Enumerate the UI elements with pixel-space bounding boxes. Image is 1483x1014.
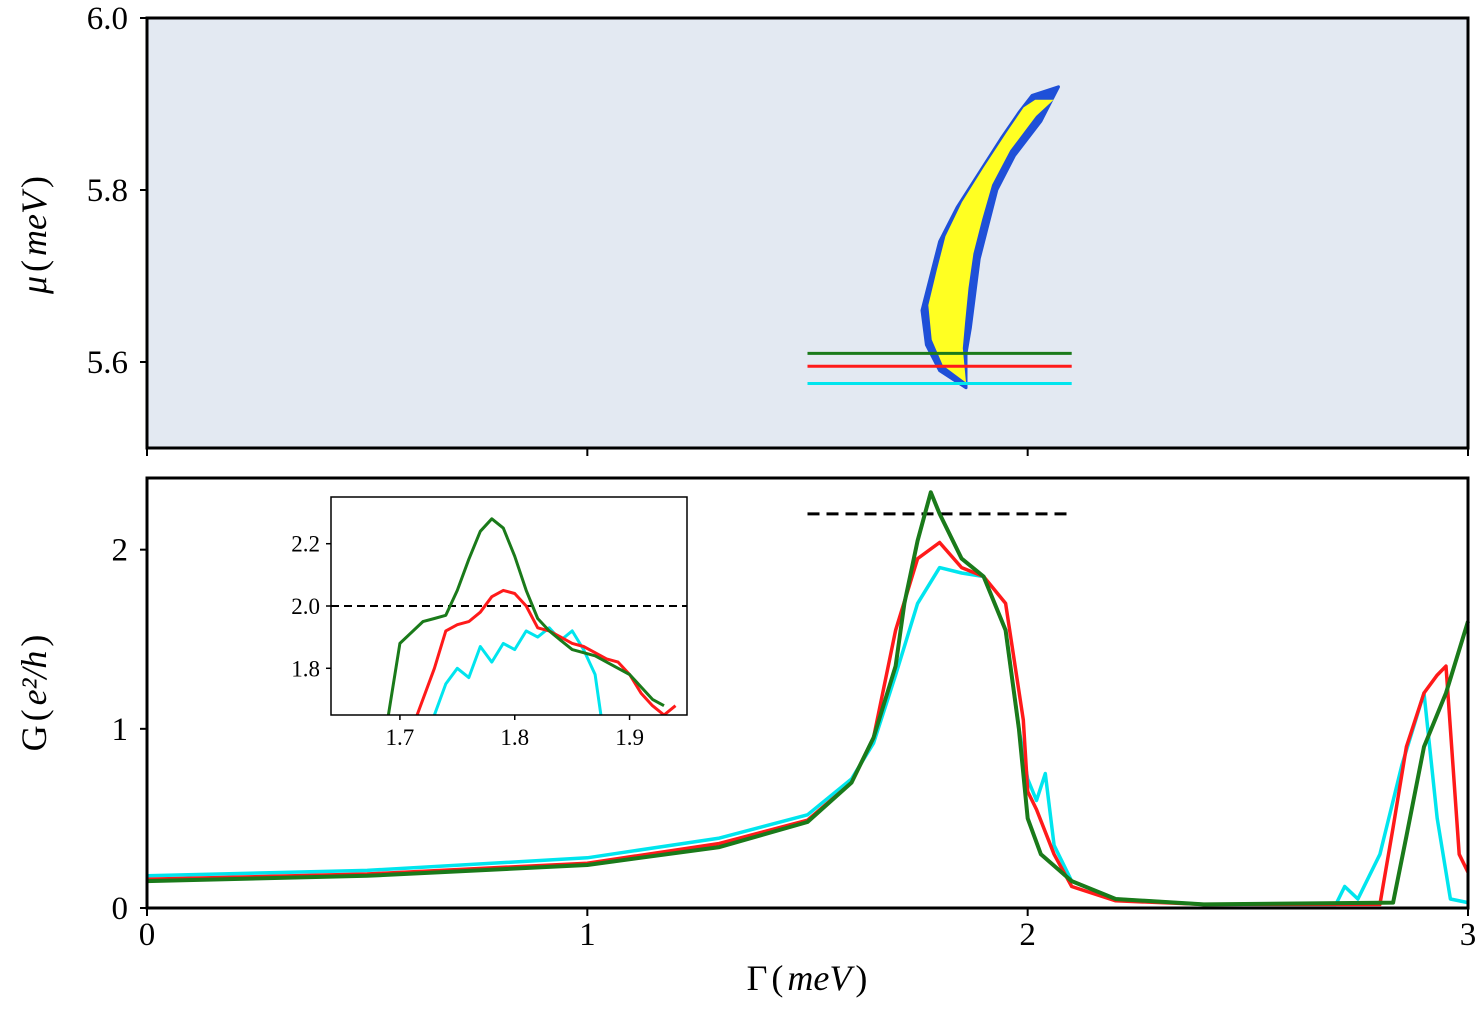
top-plot-area	[147, 18, 1468, 448]
bottom-x-ticks: 0 1 2 3	[139, 908, 1477, 953]
bottom-y-tick-label: 1	[112, 712, 129, 748]
inset-x-tick-label: 1.8	[500, 725, 529, 750]
mu-unit-open: (	[14, 260, 54, 272]
top-frame	[145, 16, 1470, 450]
top-panel: 5.6 5.8 6.0 μ ( meV )	[14, 1, 1470, 456]
g-unit-close: )	[14, 635, 54, 647]
inset-x-tick-label: 1.9	[615, 725, 644, 750]
series-green	[146, 490, 1470, 907]
top-y-tick-label: 5.8	[87, 173, 128, 209]
inset-y-tick-label: 2.0	[291, 594, 320, 619]
gamma-unit: meV	[787, 958, 855, 998]
g-symbol: G	[14, 725, 54, 751]
mu-unit: meV	[14, 188, 54, 256]
top-y-ticks: 5.6 5.8 6.0	[87, 1, 147, 381]
inset-series-green	[386, 517, 665, 715]
inset-x-ticks: 1.7 1.8 1.9	[386, 715, 644, 750]
yellow-region	[928, 99, 1054, 383]
top-y-tick-label: 6.0	[87, 1, 128, 37]
top-y-axis-label: μ ( meV )	[14, 176, 54, 295]
bottom-y-tick-label: 0	[112, 891, 129, 927]
series-cyan	[146, 565, 1469, 907]
bottom-panel: 0 1 2 0 1 2 3 G ( e²/h ) Γ ( meV ) 1.8 2.0 2.2 …	[14, 476, 1477, 998]
bottom-y-axis-label: G ( e²/h )	[14, 635, 54, 752]
g-unit: e²/h	[14, 651, 54, 706]
inset-y-tick-label: 1.8	[291, 656, 320, 681]
inset-x-tick-label: 1.7	[386, 725, 415, 750]
inset-series	[386, 517, 677, 715]
bottom-y-tick-label: 2	[112, 533, 129, 569]
inset-y-tick-label: 2.2	[291, 532, 320, 557]
bottom-x-tick-label: 3	[1460, 917, 1477, 953]
bottom-y-ticks: 0 1 2	[112, 533, 147, 927]
phase-region	[920, 85, 1060, 390]
inset: 1.8 2.0 2.2 1.7 1.8 1.9	[291, 496, 688, 750]
bottom-x-tick-label: 1	[579, 917, 596, 953]
gamma-unit-close: )	[855, 958, 867, 998]
inset-y-ticks: 1.8 2.0 2.2	[291, 532, 331, 681]
bottom-x-tick-label: 0	[139, 917, 156, 953]
top-y-tick-label: 5.6	[87, 345, 128, 381]
bottom-x-axis-label: Γ ( meV )	[747, 958, 868, 998]
g-unit-open: (	[14, 709, 54, 721]
bottom-frame	[145, 476, 1470, 910]
bottom-series	[146, 490, 1470, 907]
inset-series-cyan	[432, 626, 603, 715]
top-x-ticks	[146, 448, 1469, 456]
gamma-symbol: Γ	[747, 958, 768, 998]
mu-symbol: μ	[14, 276, 54, 295]
cut-lines	[807, 351, 1072, 385]
mu-unit-close: )	[14, 176, 54, 188]
gamma-unit-open: (	[771, 958, 783, 998]
bottom-x-tick-label: 2	[1019, 917, 1036, 953]
